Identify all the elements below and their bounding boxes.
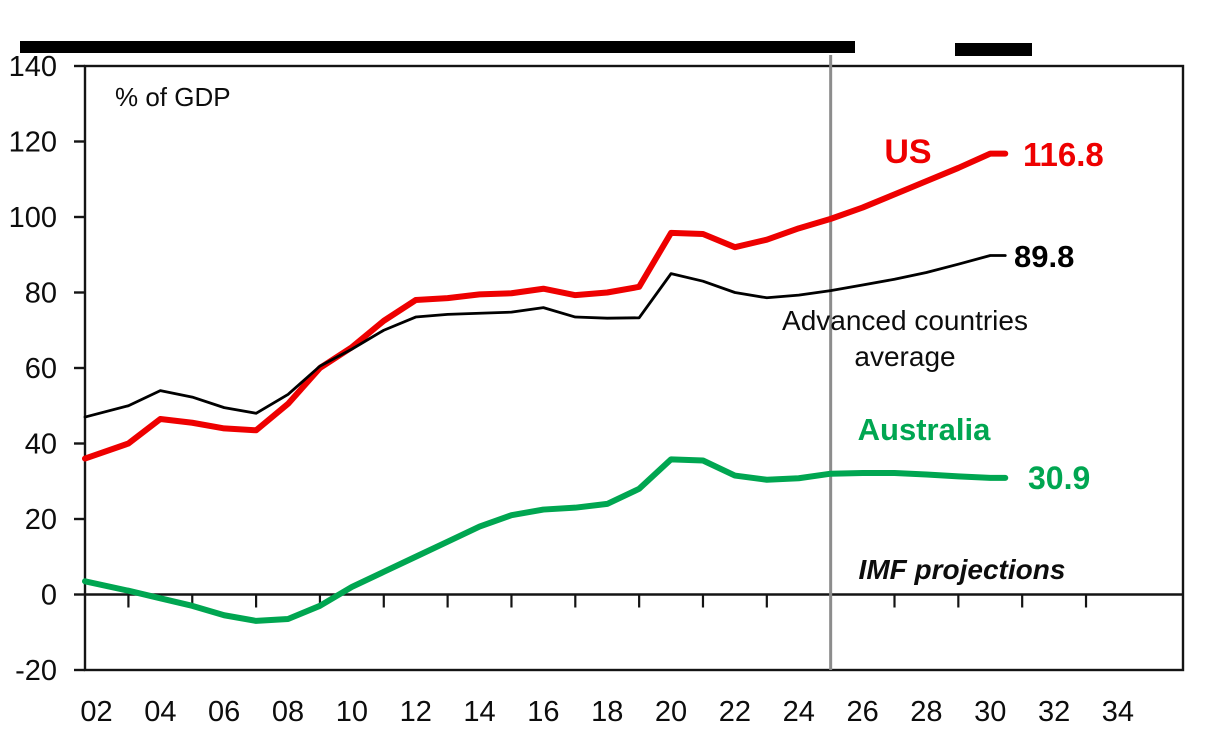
y-axis-tick-label: 140 — [9, 51, 57, 83]
y-axis-tick-label: 80 — [25, 278, 57, 310]
x-axis-tick-label: 06 — [208, 696, 240, 728]
y-axis-tick-label: 20 — [25, 504, 57, 536]
x-axis-tick-label: 26 — [846, 696, 878, 728]
x-axis-tick-label: 16 — [527, 696, 559, 728]
australia-series-label: Australia — [858, 412, 991, 447]
x-axis-tick-label: 10 — [336, 696, 368, 728]
australia-end-value-label: 30.9 — [1028, 460, 1090, 496]
chart-axes-and-series: 140 120 100 80 60 40 20 0 -20 02 04 06 08 10 12 14 16 18 2… — [9, 51, 1185, 728]
y-axis-tick-label: 40 — [25, 429, 57, 461]
x-axis-tick-label: 22 — [719, 696, 751, 728]
x-axis-tick-label: 34 — [1102, 696, 1134, 728]
chart-annotations: % of GDP US 116.8 Advanced countries ave… — [115, 82, 1104, 585]
y-axis-tick-label: -20 — [15, 655, 57, 687]
advanced-end-value-label: 89.8 — [1014, 239, 1074, 274]
x-axis-tick-label: 30 — [974, 696, 1006, 728]
x-axis-tick-label: 08 — [272, 696, 304, 728]
x-axis-tick-label: 32 — [1038, 696, 1070, 728]
y-axis-tick-label: 60 — [25, 353, 57, 385]
y-axis-tick-label: 100 — [9, 202, 57, 234]
x-axis-tick-label: 18 — [591, 696, 623, 728]
advanced-series-label-line1: Advanced countries — [782, 305, 1028, 336]
x-axis-tick-label: 04 — [144, 696, 176, 728]
series-line-us — [82, 150, 1009, 462]
x-axis-tick-label: 20 — [655, 696, 687, 728]
imf-projections-annotation: IMF projections — [859, 554, 1066, 585]
cropped-title-bar-right — [955, 43, 1032, 56]
x-axis-tick-label: 28 — [910, 696, 942, 728]
cropped-title-bar-left — [20, 41, 855, 53]
series-line-advanced-countries-average — [83, 254, 1007, 419]
x-axis-tick-label: 02 — [80, 696, 112, 728]
us-series-label: US — [884, 133, 931, 171]
y-axis-tick-label: 0 — [41, 580, 57, 612]
x-axis-tick-label: 12 — [400, 696, 432, 728]
x-axis-tick-label: 14 — [463, 696, 495, 728]
advanced-series-label-line2: average — [854, 341, 955, 372]
y-axis-unit-label: % of GDP — [115, 82, 231, 112]
y-axis-tick-label: 120 — [9, 127, 57, 159]
us-end-value-label: 116.8 — [1023, 136, 1104, 173]
x-axis-tick-label: 24 — [783, 696, 815, 728]
series-line-australia — [82, 456, 1009, 624]
